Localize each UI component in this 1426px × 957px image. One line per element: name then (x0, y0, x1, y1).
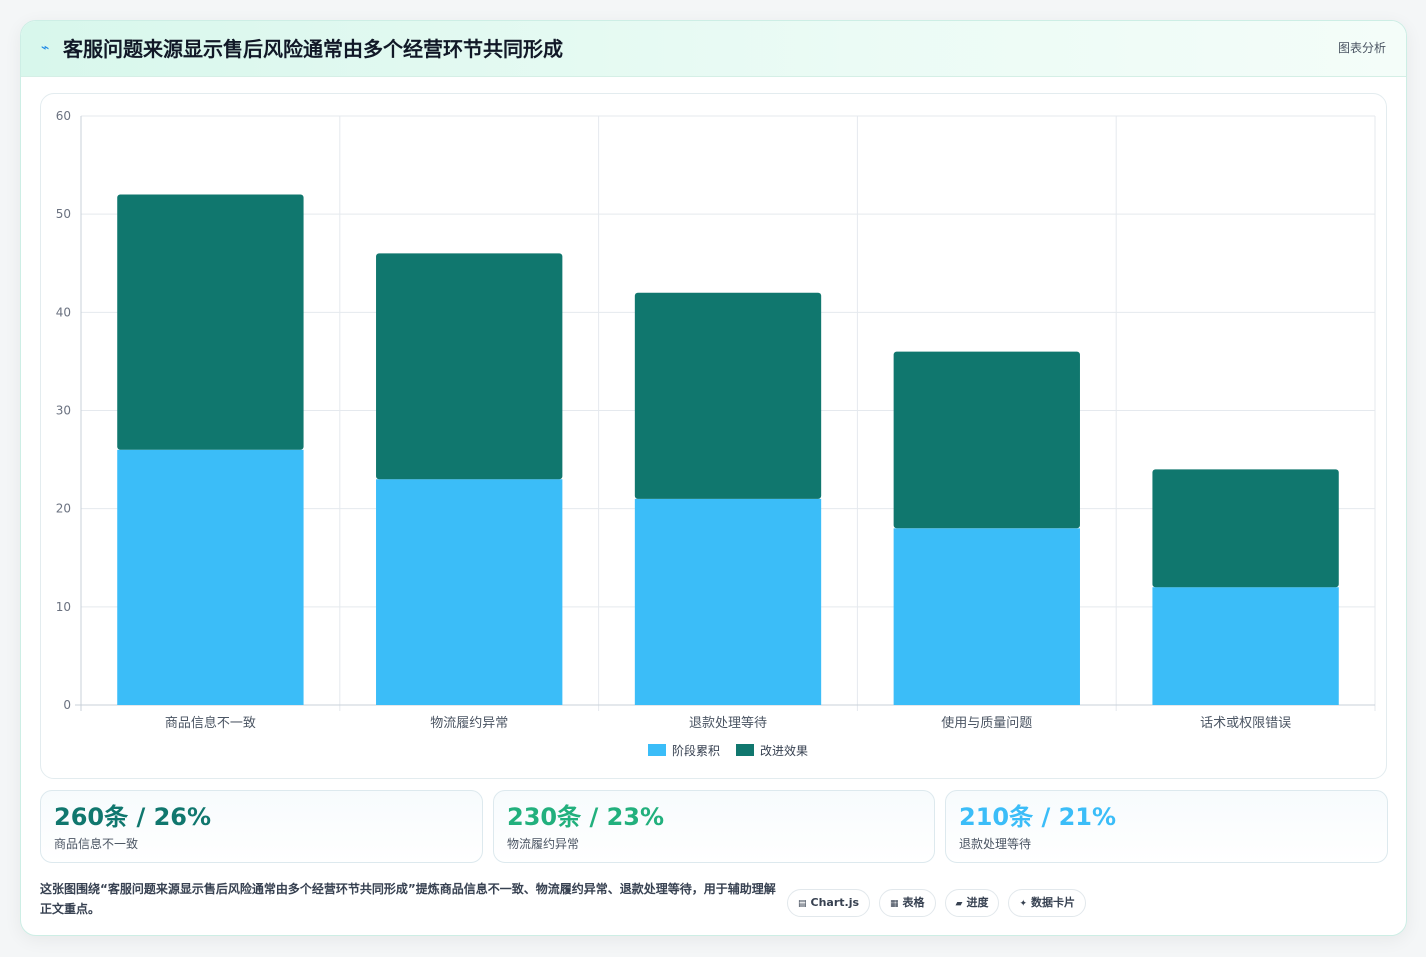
legend-swatch (648, 744, 666, 756)
bar-improve (376, 253, 563, 480)
tag-label: Chart.js (810, 896, 860, 909)
chart-line-icon: ⌁ (41, 40, 50, 56)
x-tick-label: 物流履约异常 (430, 716, 508, 731)
bar-improve (634, 292, 822, 499)
stacked-bar-chart: 0 10 20 30 40 50 60 商品信息不一致 物流履约异常 退款处理等待 使用与质量问题 话… (56, 109, 1376, 758)
bar-stage (634, 498, 822, 705)
tag-data-card[interactable]: ✦ 数据卡片 (1008, 889, 1087, 917)
bar-improve (117, 194, 304, 450)
y-tick-label: 0 (63, 698, 71, 712)
tag-table[interactable]: ▦ 表格 (879, 889, 936, 917)
chart-card: ⌁ 客服问题来源显示售后风险通常由多个经营环节共同形成 图表分析 0 10 20 30… (20, 20, 1407, 936)
bar-stage (376, 479, 563, 705)
tag-list: ▤ Chart.js ▦ 表格 ▰ 进度 ✦ 数据卡片 (787, 889, 1087, 917)
x-tick-label: 退款处理等待 (689, 715, 767, 731)
y-tick-label: 30 (56, 404, 71, 418)
progress-icon: ▰ (955, 899, 963, 909)
table-icon: ▦ (890, 899, 899, 909)
y-tick-label: 20 (56, 502, 71, 516)
legend-swatch (736, 744, 754, 756)
stat-value: 210条 / 21% (959, 803, 1117, 831)
bar-improve (1152, 469, 1339, 588)
stat-card-3: 210条 / 21% 退款处理等待 (945, 790, 1388, 863)
tag-label: 数据卡片 (1031, 896, 1076, 909)
stat-card-1: 260条 / 26% 商品信息不一致 (40, 790, 483, 863)
chart-description: 这张图围绕“客服问题来源显示售后风险通常由多个经营环节共同形成”提炼商品信息不一… (40, 882, 776, 916)
card-header: ⌁ 客服问题来源显示售后风险通常由多个经营环节共同形成 图表分析 (21, 21, 1406, 77)
bar-stage (893, 528, 1080, 705)
x-tick-label: 商品信息不一致 (165, 715, 256, 731)
page-title: 客服问题来源显示售后风险通常由多个经营环节共同形成 (63, 37, 563, 61)
stat-value: 260条 / 26% (54, 803, 212, 831)
header-label: 图表分析 (1337, 41, 1386, 55)
stat-card-2: 230条 / 23% 物流履约异常 (493, 790, 935, 863)
y-tick-label: 40 (56, 305, 71, 319)
tag-chartjs[interactable]: ▤ Chart.js (787, 889, 871, 917)
x-tick-label: 使用与质量问题 (941, 715, 1032, 731)
bar-improve (893, 351, 1080, 529)
tag-label: 进度 (966, 896, 989, 909)
sparkle-icon: ✦ (1019, 899, 1028, 909)
tag-label: 表格 (902, 896, 925, 909)
y-tick-label: 50 (56, 207, 71, 221)
legend-label: 阶段累积 (672, 743, 720, 758)
tag-progress[interactable]: ▰ 进度 (944, 889, 1000, 917)
y-tick-label: 10 (56, 600, 71, 614)
stat-label: 退款处理等待 (959, 837, 1032, 851)
x-tick-label: 话术或权限错误 (1200, 715, 1291, 731)
legend-label: 改进效果 (760, 743, 808, 758)
stat-label: 物流履约异常 (507, 837, 580, 851)
bar-stage (117, 449, 304, 705)
stat-value: 230条 / 23% (507, 803, 665, 831)
y-tick-label: 60 (56, 109, 71, 123)
stat-label: 商品信息不一致 (54, 837, 139, 851)
chart-icon: ▤ (798, 899, 807, 909)
chart-container: 0 10 20 30 40 50 60 商品信息不一致 物流履约异常 退款处理等待 使用与质量问题 话… (40, 93, 1387, 779)
bar-stage (1152, 587, 1339, 705)
